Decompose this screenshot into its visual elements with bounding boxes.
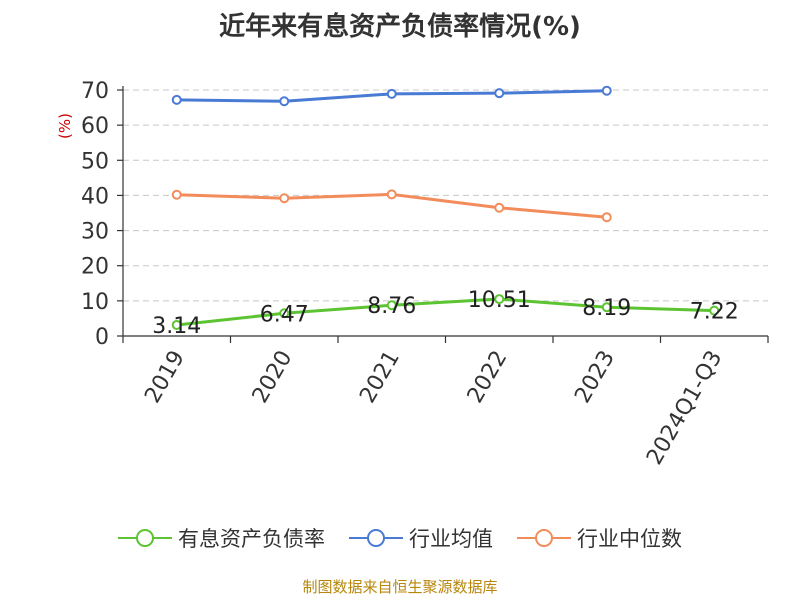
legend-swatch-marker <box>136 529 154 547</box>
data-point <box>494 202 505 213</box>
legend-swatch <box>118 529 172 547</box>
data-label: 10.51 <box>468 288 531 313</box>
x-tick-label: 2023 <box>570 347 620 408</box>
legend: 有息资产负债率 行业均值 行业中位数 <box>0 520 800 556</box>
data-label: 3.14 <box>152 314 201 339</box>
source-note: 制图数据来自恒生聚源数据库 <box>302 578 498 596</box>
data-point <box>386 88 397 99</box>
legend-item: 行业均值 <box>349 523 493 553</box>
data-point <box>279 96 290 107</box>
x-tick-label: 2020 <box>248 347 298 408</box>
x-tick-label: 2024Q1-Q3 <box>642 347 727 470</box>
data-point <box>171 319 182 330</box>
y-tick-label: 0 <box>95 325 109 350</box>
data-label: 8.76 <box>367 294 416 319</box>
data-point <box>279 308 290 319</box>
data-point <box>494 88 505 99</box>
data-point <box>386 189 397 200</box>
data-point <box>601 85 612 96</box>
y-tick-label: 50 <box>81 149 109 174</box>
legend-swatch-marker <box>535 529 553 547</box>
legend-item: 行业中位数 <box>517 523 682 553</box>
legend-item: 有息资产负债率 <box>118 523 325 553</box>
x-tick-label: 2019 <box>140 347 190 408</box>
data-labels: 3.14 6.47 8.76 10.51 8.19 7.22 <box>152 288 738 339</box>
data-point <box>601 302 612 313</box>
data-point <box>709 305 720 316</box>
legend-swatch-marker <box>367 529 385 547</box>
y-tick-label: 20 <box>81 255 109 280</box>
chart-title: 近年来有息资产负债率情况(%) <box>219 12 581 42</box>
data-label: 7.22 <box>690 300 739 325</box>
y-tick-label: 10 <box>81 290 109 315</box>
legend-label: 有息资产负债率 <box>178 527 325 551</box>
series-line <box>176 297 715 327</box>
legend-swatch <box>349 529 403 547</box>
data-point <box>601 212 612 223</box>
legend-swatch <box>517 529 571 547</box>
y-tick-label: 70 <box>81 79 109 104</box>
y-tick-label: 60 <box>81 114 109 139</box>
legend-label: 行业中位数 <box>577 527 682 551</box>
series-lines <box>171 85 720 330</box>
data-label: 8.19 <box>582 296 631 321</box>
data-point <box>386 300 397 311</box>
y-tick-label: 40 <box>81 184 109 209</box>
axes: 0 10 20 30 40 50 60 70 (%) 2019 2020 2021 2022 2023 20… <box>56 79 769 470</box>
data-point <box>279 193 290 204</box>
data-point <box>171 189 182 200</box>
x-tick-label: 2022 <box>463 347 513 408</box>
legend-label: 行业均值 <box>409 527 493 551</box>
x-tick-label: 2021 <box>355 347 405 408</box>
y-tick-label: 30 <box>81 220 109 245</box>
data-label: 6.47 <box>260 302 309 327</box>
y-axis-label: (%) <box>56 113 74 139</box>
data-point <box>494 294 505 305</box>
data-point <box>171 94 182 105</box>
